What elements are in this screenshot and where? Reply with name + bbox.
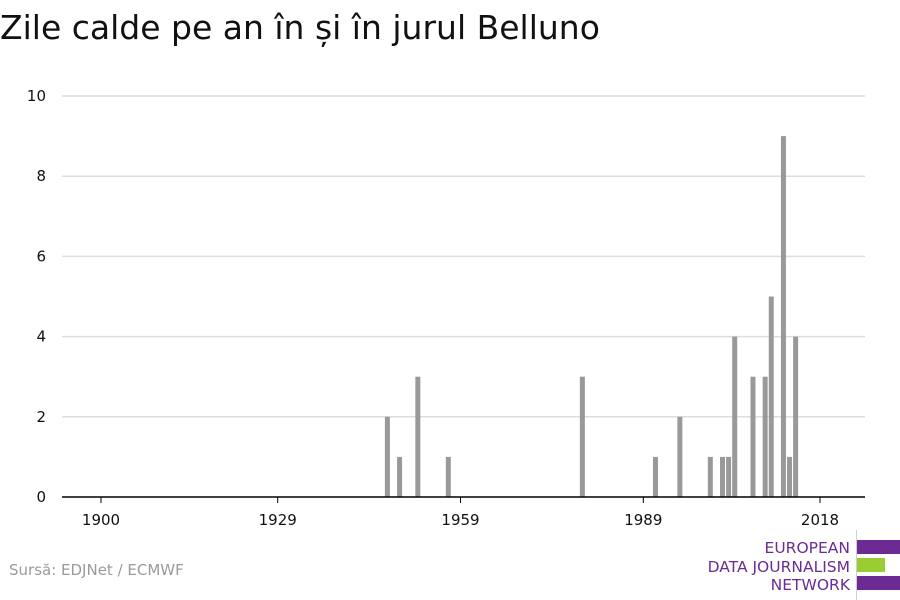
x-tick-label: 1989: [624, 511, 662, 529]
x-tick-label: 1959: [441, 511, 479, 529]
bar-1979: [579, 376, 585, 497]
x-tick-label: 2018: [801, 511, 839, 529]
bar-2010: [768, 296, 774, 497]
logo-line-2: DATA JOURNALISM: [707, 558, 850, 576]
gridlines: [62, 95, 865, 418]
bar-2012: [780, 136, 786, 497]
bar-1949: [397, 456, 403, 497]
y-tick-label: 6: [36, 247, 46, 265]
bar-2013: [787, 456, 793, 497]
logo-bar-1: [857, 540, 900, 554]
logo-bar-3: [857, 576, 900, 590]
x-tick-label: 1900: [82, 511, 120, 529]
y-tick-label: 10: [27, 87, 46, 105]
y-tick-label: 2: [36, 408, 46, 426]
bar-2003: [726, 456, 732, 497]
bar-1947: [384, 416, 390, 497]
bar-1991: [652, 456, 658, 497]
logo-divider: [856, 530, 857, 600]
logo-line-3: NETWORK: [770, 576, 850, 594]
y-tick-label: 4: [36, 328, 46, 346]
y-tick-label: 8: [36, 167, 46, 185]
y-tick-label: 0: [36, 488, 46, 506]
bar-1957: [445, 456, 451, 497]
x-axis-ticks: 1900 1929 1959 1989 2018: [82, 497, 839, 529]
edjnet-logo: EUROPEAN DATA JOURNALISM NETWORK: [700, 530, 900, 600]
page-title: Zile calde pe an în și în jurul Belluno: [0, 8, 600, 47]
bar-1952: [415, 376, 421, 497]
bar-2000: [707, 456, 713, 497]
y-axis-ticks: 0 2 4 6 8 10: [27, 87, 46, 506]
logo-line-1: EUROPEAN: [764, 539, 850, 557]
x-tick-label: 1929: [259, 511, 297, 529]
bar-2004: [732, 336, 738, 497]
bars: [384, 136, 799, 497]
logo-bar-2: [857, 558, 885, 572]
bar-2014: [793, 336, 799, 497]
bar-2007: [750, 376, 756, 497]
bar-1995: [677, 416, 683, 497]
source-note: Sursă: EDJNet / ECMWF: [9, 561, 184, 579]
bar-2009: [762, 376, 768, 497]
bar-2002: [720, 456, 726, 497]
